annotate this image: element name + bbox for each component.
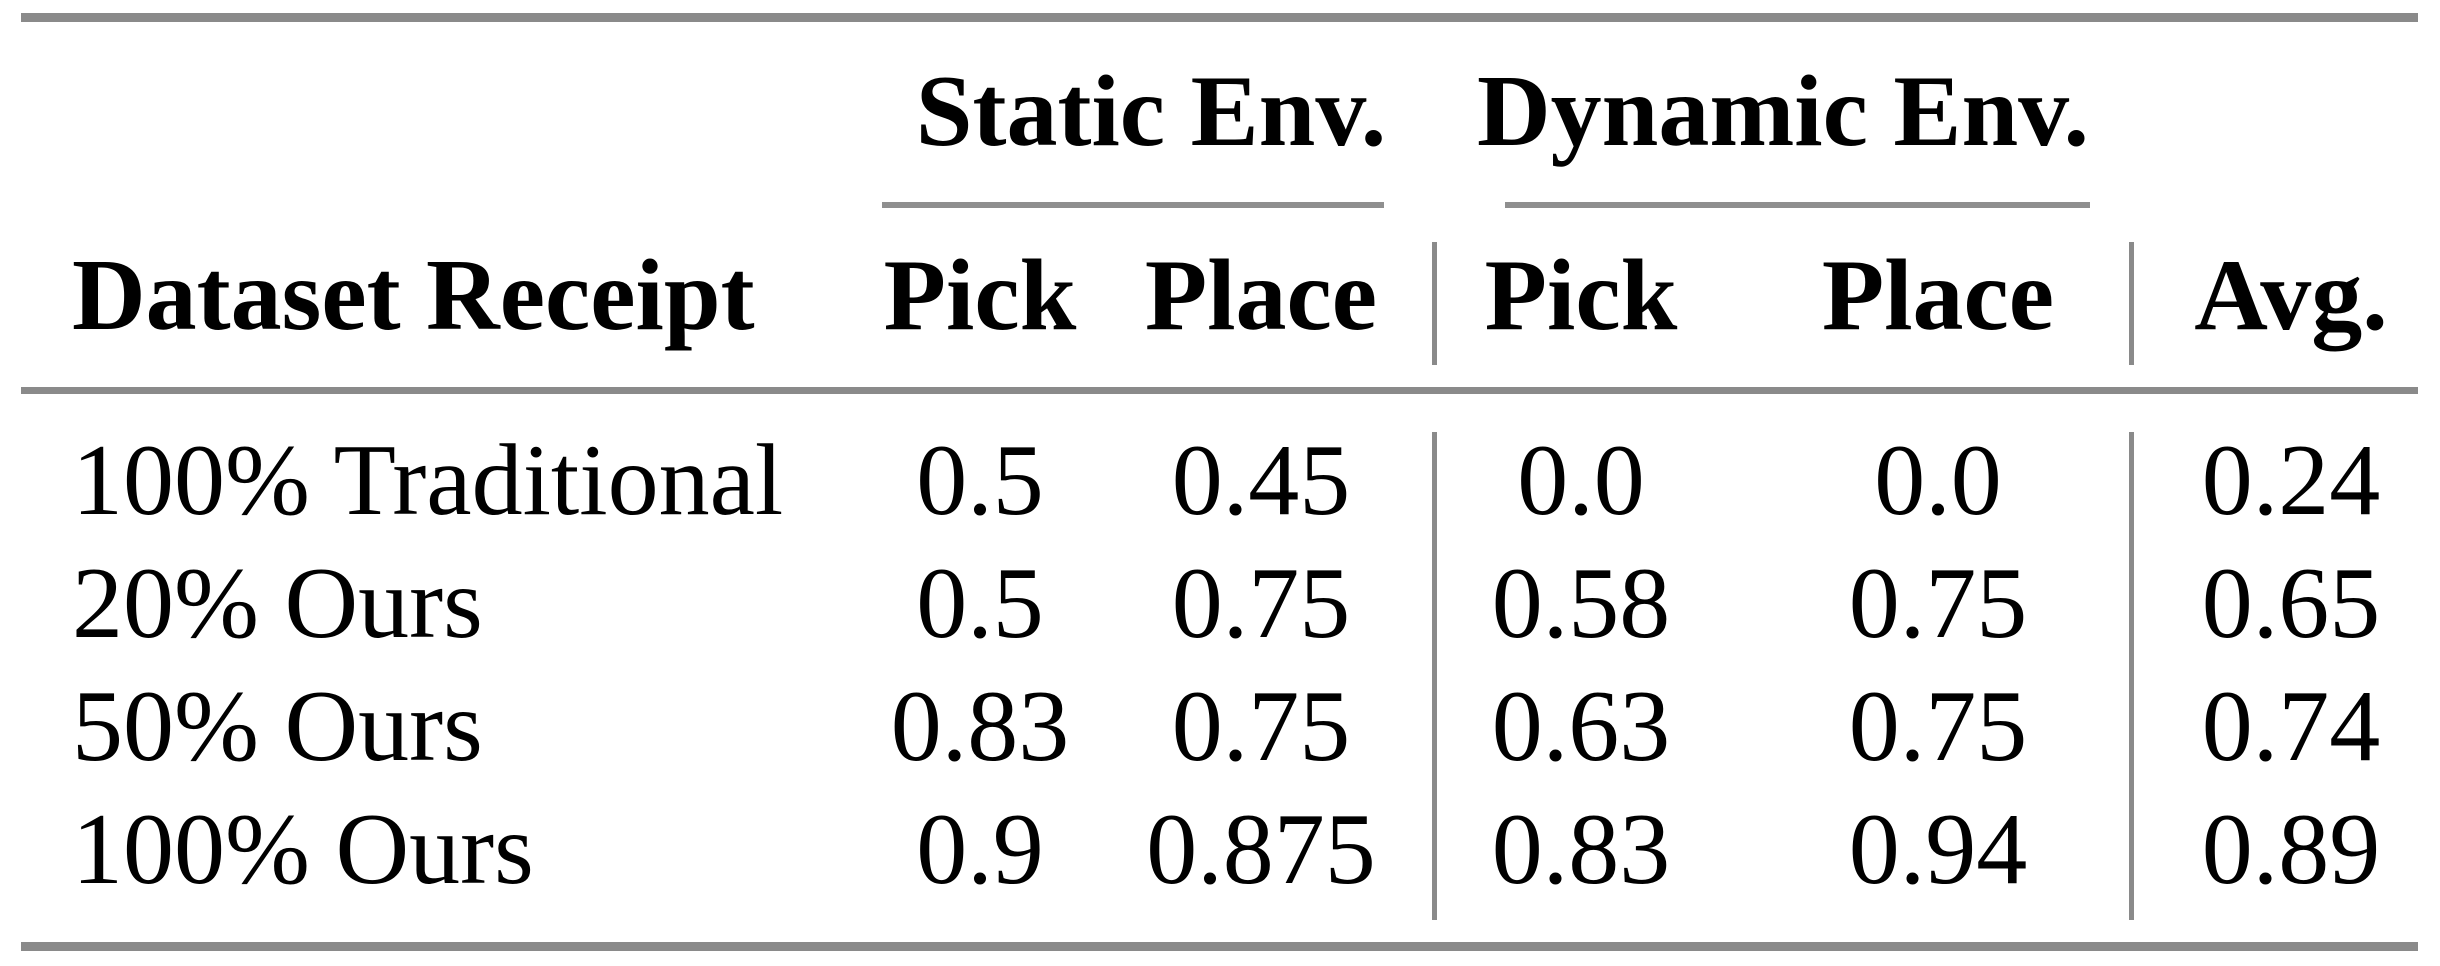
table-row: 20% Ours 0.5 0.75 0.58 0.75 0.65 (21, 543, 2418, 666)
cell-avg: 0.74 (2201, 669, 2381, 783)
cell-dynamic-place: 0.75 (1848, 547, 2028, 661)
cell-static-pick: 0.83 (890, 669, 1070, 783)
cell-dynamic-place: 0.94 (1848, 792, 2028, 906)
header-cell-dynamic-pick: Pick (1484, 239, 1678, 352)
table-row: 100% Ours 0.9 0.875 0.83 0.94 0.89 (21, 788, 2418, 911)
cell-dynamic-pick: 0.0 (1517, 424, 1645, 538)
header-cell-static-place: Place (1144, 239, 1378, 352)
table-row: 50% Ours 0.83 0.75 0.63 0.75 0.74 (21, 666, 2418, 789)
static-env-underline-rule (882, 202, 1384, 208)
header-separator-rule (21, 387, 2418, 394)
cell-avg: 0.24 (2201, 424, 2381, 538)
table-body: 100% Traditional 0.5 0.45 0.0 0.0 0.24 2… (0, 393, 2440, 942)
cell-static-place: 0.75 (1171, 547, 1351, 661)
header-cell-dataset-receipt: Dataset Receipt (72, 239, 755, 352)
cell-dynamic-pick: 0.63 (1491, 669, 1671, 783)
header-cell-static-pick: Pick (883, 239, 1077, 352)
cell-avg: 0.65 (2201, 547, 2381, 661)
column-divider-2-upper (2129, 242, 2134, 365)
row-label: 100% Traditional (72, 424, 784, 538)
cell-dynamic-pick: 0.58 (1491, 547, 1671, 661)
column-group-header-row: Static Env. Dynamic Env. (21, 22, 2418, 202)
bottom-rule (21, 942, 2418, 951)
table-row: 100% Traditional 0.5 0.45 0.0 0.0 0.24 (21, 420, 2418, 543)
column-group-static-env: Static Env. (915, 55, 1387, 168)
column-divider-1-lower (1432, 432, 1437, 920)
column-divider-2-lower (2129, 432, 2134, 920)
column-header-row: Dataset Receipt Pick Place Pick Place Av… (21, 226, 2418, 366)
dynamic-env-underline-rule (1505, 202, 2090, 208)
cell-dynamic-place: 0.75 (1848, 669, 2028, 783)
cell-static-place: 0.875 (1146, 792, 1376, 906)
cell-static-place: 0.75 (1171, 669, 1351, 783)
header-cell-dynamic-place: Place (1821, 239, 2055, 352)
column-group-dynamic-env: Dynamic Env. (1476, 55, 2090, 168)
cell-dynamic-place: 0.0 (1874, 424, 2002, 538)
row-label: 20% Ours (72, 547, 483, 661)
cell-static-pick: 0.5 (916, 547, 1044, 661)
column-divider-1-upper (1432, 242, 1437, 365)
header-cell-avg: Avg. (2194, 239, 2388, 352)
top-rule (21, 13, 2418, 22)
row-label: 50% Ours (72, 669, 483, 783)
cell-static-pick: 0.5 (916, 424, 1044, 538)
cell-dynamic-pick: 0.83 (1491, 792, 1671, 906)
row-label: 100% Ours (72, 792, 534, 906)
cell-static-place: 0.45 (1171, 424, 1351, 538)
cell-static-pick: 0.9 (916, 792, 1044, 906)
cell-avg: 0.89 (2201, 792, 2381, 906)
